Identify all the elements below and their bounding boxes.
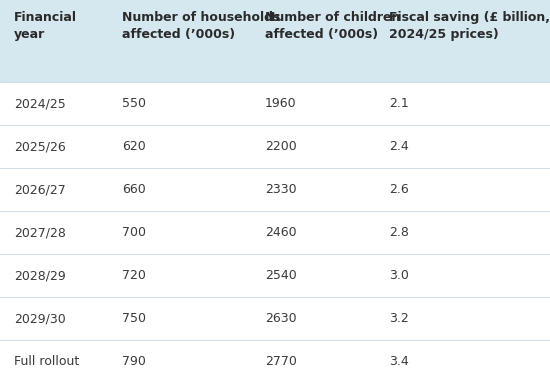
Text: 2025/26: 2025/26 xyxy=(14,140,66,153)
Text: 3.2: 3.2 xyxy=(389,312,409,325)
Text: 2024/25: 2024/25 xyxy=(14,97,66,110)
Text: 750: 750 xyxy=(122,312,146,325)
Text: 2540: 2540 xyxy=(265,269,297,282)
Text: 2.4: 2.4 xyxy=(389,140,409,153)
Text: Financial
year: Financial year xyxy=(14,11,78,41)
Text: 2027/28: 2027/28 xyxy=(14,226,66,239)
Text: 720: 720 xyxy=(122,269,146,282)
Text: Full rollout: Full rollout xyxy=(14,355,80,368)
Text: 550: 550 xyxy=(122,97,146,110)
Text: 3.0: 3.0 xyxy=(389,269,409,282)
Bar xyxy=(0,168,550,211)
Text: 2460: 2460 xyxy=(265,226,297,239)
Text: 2630: 2630 xyxy=(265,312,297,325)
Bar xyxy=(0,297,550,340)
Bar xyxy=(0,254,550,297)
Text: 1960: 1960 xyxy=(265,97,297,110)
Text: 2.1: 2.1 xyxy=(389,97,409,110)
Text: 2.8: 2.8 xyxy=(389,226,409,239)
Text: 2200: 2200 xyxy=(265,140,297,153)
Bar xyxy=(0,82,550,125)
Bar xyxy=(0,340,550,383)
Text: 2029/30: 2029/30 xyxy=(14,312,66,325)
Bar xyxy=(0,0,550,82)
Text: 2026/27: 2026/27 xyxy=(14,183,66,196)
Bar xyxy=(0,125,550,168)
Text: Number of children
affected (’000s): Number of children affected (’000s) xyxy=(265,11,400,41)
Text: 700: 700 xyxy=(122,226,146,239)
Bar xyxy=(0,211,550,254)
Text: 2330: 2330 xyxy=(265,183,297,196)
Text: 790: 790 xyxy=(122,355,146,368)
Text: 2028/29: 2028/29 xyxy=(14,269,66,282)
Text: 3.4: 3.4 xyxy=(389,355,409,368)
Text: 660: 660 xyxy=(122,183,146,196)
Text: Fiscal saving (£ billion,
2024/25 prices): Fiscal saving (£ billion, 2024/25 prices… xyxy=(389,11,550,41)
Text: 2.6: 2.6 xyxy=(389,183,409,196)
Text: 2770: 2770 xyxy=(265,355,297,368)
Text: Number of households
affected (’000s): Number of households affected (’000s) xyxy=(122,11,280,41)
Text: 620: 620 xyxy=(122,140,146,153)
